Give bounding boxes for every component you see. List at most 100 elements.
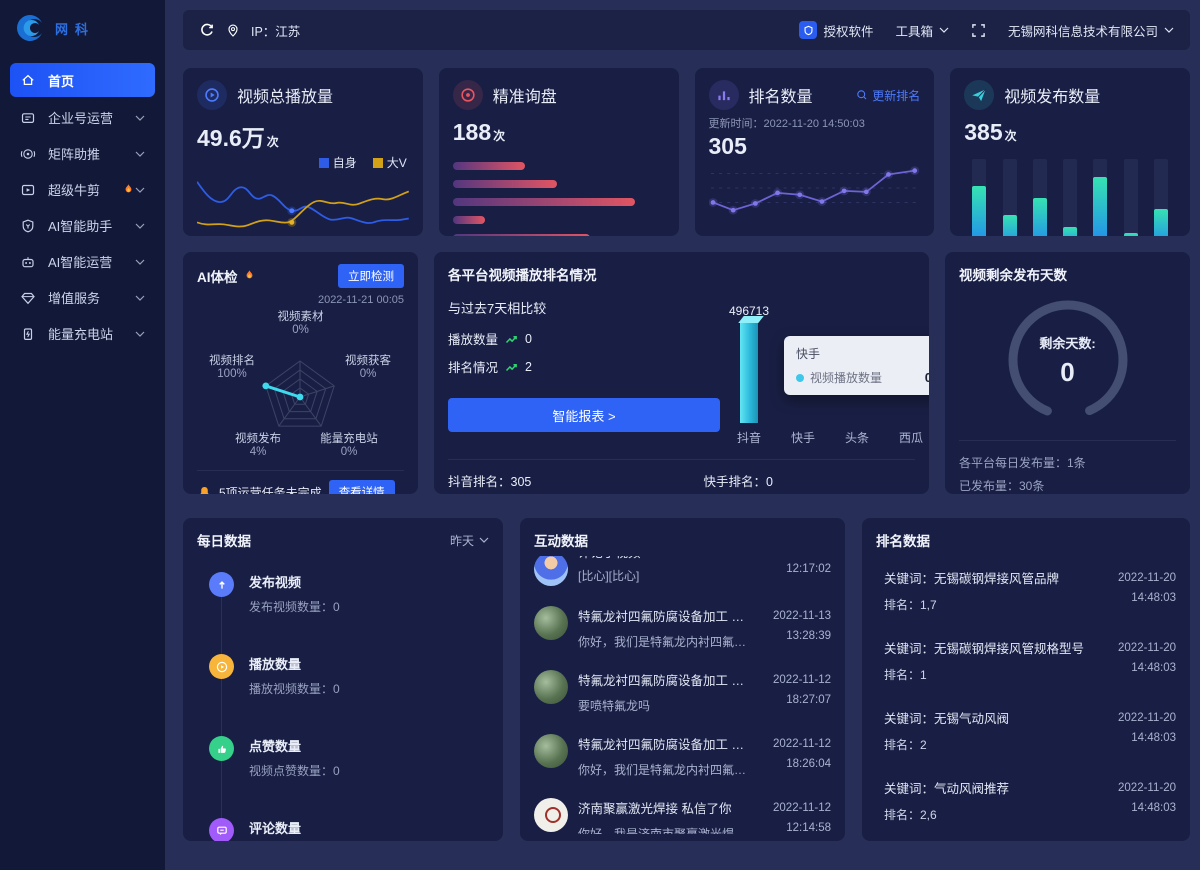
vbar-track — [972, 159, 987, 236]
rank-item-douyin: 抖音排名：305 — [448, 471, 660, 494]
sidebar-item-label: AI智能运营 — [48, 255, 113, 270]
radar-axis-label: 视频发布 — [235, 433, 281, 445]
smart-report-button[interactable]: 智能报表 > — [448, 398, 720, 432]
home-icon — [20, 72, 36, 88]
logo-text: 网科 — [55, 21, 96, 37]
top-bar: IP：江苏 授权软件 工具箱 无锡网科信息技术有限公司 — [183, 10, 1190, 50]
sidebar-item-label: 增值服务 — [48, 291, 101, 306]
trend-up-icon — [505, 335, 517, 343]
card-title: 排名数量 — [748, 89, 813, 106]
metric-label: 播放数量 — [448, 333, 499, 347]
daily-timeline: 发布视频 发布视频数量：0 播放数量 播放视频数量：0 点赞数量 视频点赞数量：0 评… — [197, 572, 489, 841]
days-gauge: 剩余天数: 0 — [959, 296, 1176, 424]
logo-icon — [16, 13, 46, 43]
stat-line: 各平台每日发布量：1条 — [959, 456, 1086, 470]
tooltip-series-dot — [796, 373, 804, 382]
ranking-item: 关键词：无锡碳钢焊接风管规格型号 排名：1 2022-11-20 14:48:03 — [884, 642, 1176, 682]
platform-label: 头条 — [844, 431, 869, 445]
radar-axis-label: 能量充电站 — [320, 433, 378, 445]
check-now-button[interactable]: 立即检测 — [338, 264, 404, 288]
legend-swatch-self — [318, 157, 329, 168]
company-dropdown[interactable]: 无锡网科信息技术有限公司 — [1008, 21, 1174, 40]
chevron-down-icon — [135, 331, 145, 337]
interaction-item[interactable]: 评论了视频 [比心][比心] 2022-11-1612:17:02 — [534, 556, 831, 596]
enterprise-icon — [20, 110, 36, 126]
interaction-item[interactable]: 特氟龙衬四氟防腐设备加工 评论了视频 你好，我们是特氟龙内衬四氟防腐设备加工喷涂… — [534, 596, 831, 660]
radar-axis-label: 视频素材 — [277, 311, 324, 323]
line-chart-ranking — [708, 166, 919, 215]
stat-value: 305 — [708, 133, 747, 159]
toolbox-dropdown[interactable]: 工具箱 — [895, 21, 949, 40]
chevron-down-icon — [135, 187, 145, 193]
card-title: 视频总播放量 — [237, 89, 334, 106]
stat-value: 188 次 — [452, 119, 506, 145]
legend-swatch-bigv — [372, 157, 383, 168]
avatar — [534, 798, 568, 832]
card-title: 精准询盘 — [492, 89, 557, 106]
hbar — [452, 216, 485, 224]
sidebar-item-home[interactable]: 首页 — [10, 63, 155, 97]
avatar — [534, 734, 568, 768]
metric-value: 0 — [525, 331, 532, 346]
authorized-software[interactable]: 授权软件 — [799, 21, 873, 40]
sidebar-item-super-clip[interactable]: 超级牛剪 — [10, 174, 155, 205]
sidebar-item-ai-assistant[interactable]: AI智能助手 — [10, 210, 155, 241]
play-circle-icon — [197, 80, 227, 110]
card-remaining-days: 视频剩余发布天数 剩余天数: 0 各平台每日发布量：1条 已发布量：30条 未发… — [945, 252, 1190, 494]
check-date: 2022-11-21 00:05 — [317, 294, 404, 306]
company-name: 无锡网科信息技术有限公司 — [1007, 24, 1158, 39]
vbar-track — [1093, 159, 1108, 236]
trend-up-icon — [505, 363, 517, 371]
sidebar: 网科 首页 企业号运营 矩阵助推 超级牛剪 AI智能助手 — [0, 0, 165, 870]
platform-label: 抖音 — [736, 431, 761, 445]
sidebar-item-label: 企业号运营 — [48, 111, 114, 126]
radar-axis-label: 视频排名 — [209, 355, 255, 367]
vbar-chart-publish — [964, 159, 1176, 236]
tasks-notice: 5项运营任务未完成 — [219, 485, 322, 495]
platform-label: 快手 — [790, 431, 815, 445]
card-ranking-count: 排名数量 更新排名 更新时间：2022-11-20 14:50:03 305 — [694, 68, 935, 236]
refresh-icon[interactable] — [199, 22, 215, 38]
chart-tooltip: 快手 视频播放数量 0 — [784, 336, 929, 395]
sidebar-item-label: 能量充电站 — [48, 327, 114, 342]
interaction-list[interactable]: 评论了视频 [比心][比心] 2022-11-1612:17:02 特氟龙衬四氟… — [534, 556, 831, 834]
toolbox-label: 工具箱 — [895, 24, 933, 39]
interaction-item[interactable]: 济南聚赢激光焊接 私信了你 你好，我是济南市聚赢激光焊接厂家，如果有需求… 20… — [534, 788, 831, 834]
radar-axis-value: 100% — [217, 368, 247, 380]
timeline-item-publish: 发布视频 发布视频数量：0 — [197, 572, 489, 615]
bar-chart-icon — [708, 80, 739, 110]
fullscreen-icon[interactable] — [971, 23, 986, 38]
bottom-row: 每日数据 昨天 发布视频 发布视频数量：0 播放数量 播放视频数量：0 — [183, 518, 1190, 841]
sidebar-item-energy-station[interactable]: 能量充电站 — [10, 318, 155, 349]
vbar-track — [1032, 159, 1047, 236]
rank-item-kuaishou: 快手排名：0 — [704, 471, 916, 494]
interaction-item[interactable]: 特氟龙衬四氟防腐设备加工 私信了你 你好，我们是特氟龙内衬四氟防腐设备加工喷涂，… — [534, 724, 831, 788]
flame-icon — [243, 269, 256, 283]
ranking-item: 关键词：无锡气动风阀 排名：2 2022-11-20 14:48:03 — [884, 712, 1176, 752]
publish-stats: 各平台每日发布量：1条 已发布量：30条 未发布量：0条 — [959, 452, 1176, 494]
chevron-down-icon — [135, 259, 145, 265]
card-title: 每日数据 — [197, 534, 251, 549]
compare-label: 与过去7天相比较 — [448, 301, 547, 316]
tooltip-label: 视频播放数量 — [810, 371, 883, 385]
card-title: 各平台视频播放排名情况 — [448, 268, 597, 283]
sidebar-item-label: AI智能助手 — [48, 219, 113, 234]
card-interaction-data: 互动数据 评论了视频 [比心][比心] 2022-11-1612:17:02 特… — [520, 518, 845, 841]
interaction-item[interactable]: 特氟龙衬四氟防腐设备加工 评论了视频 要喷特氟龙吗 2022-11-1218:2… — [534, 660, 831, 724]
platform-column-douyin: 496713 抖音 — [722, 294, 776, 446]
shield-icon — [20, 218, 36, 234]
auth-label: 授权软件 — [823, 24, 874, 39]
card-title: 视频剩余发布天数 — [959, 268, 1067, 283]
sidebar-item-value-services[interactable]: 增值服务 — [10, 282, 155, 313]
avatar — [534, 670, 568, 704]
main-content: IP：江苏 授权软件 工具箱 无锡网科信息技术有限公司 视频总播放量 — [165, 0, 1200, 870]
sidebar-item-matrix[interactable]: 矩阵助推 — [10, 138, 155, 169]
update-ranking-link[interactable]: 更新排名 — [856, 87, 920, 104]
avatar — [534, 556, 568, 586]
sidebar-item-ai-operation[interactable]: AI智能运营 — [10, 246, 155, 277]
view-details-button[interactable]: 查看详情 — [328, 480, 395, 494]
tooltip-value: 0 — [924, 370, 929, 385]
date-range-dropdown[interactable]: 昨天 — [450, 532, 489, 549]
timeline-line — [221, 586, 222, 841]
sidebar-item-enterprise[interactable]: 企业号运营 — [10, 102, 155, 133]
